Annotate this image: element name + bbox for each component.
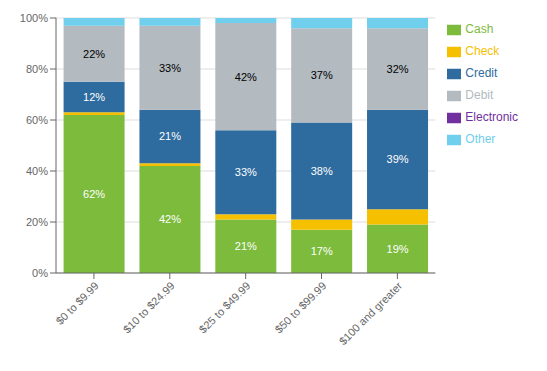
html-text:Credit: Credit [465, 66, 498, 80]
svg-text:20%: 20% [26, 216, 48, 228]
svg-text:62%: 62% [83, 188, 105, 200]
svg-text:22%: 22% [83, 48, 105, 60]
svg-text:80%: 80% [26, 63, 48, 75]
svg-text:39%: 39% [387, 153, 409, 165]
svg-text:37%: 37% [311, 69, 333, 81]
svg-text:$50 to $99.99: $50 to $99.99 [272, 279, 328, 335]
svg-text:17%: 17% [311, 245, 333, 257]
svg-text:12%: 12% [83, 91, 105, 103]
svg-text:40%: 40% [26, 165, 48, 177]
svg-text:$0 to $9.99: $0 to $9.99 [53, 279, 100, 326]
svg-text:$25 to $49.99: $25 to $49.99 [197, 279, 253, 335]
html-text:Debit: Debit [465, 88, 494, 102]
html-text:Electronic: Electronic [465, 110, 518, 124]
svg-text:33%: 33% [235, 166, 257, 178]
html-text:Check: Check [465, 44, 500, 58]
svg-text:60%: 60% [26, 114, 48, 126]
svg-text:42%: 42% [159, 213, 181, 225]
svg-text:$10 to $24.99: $10 to $24.99 [121, 279, 177, 335]
svg-text:21%: 21% [159, 130, 181, 142]
svg-text:19%: 19% [387, 243, 409, 255]
html-text:Cash: Cash [465, 22, 494, 36]
svg-text:$100 and greater: $100 and greater [337, 279, 405, 347]
svg-text:33%: 33% [159, 62, 181, 74]
svg-text:0%: 0% [32, 267, 48, 279]
html-text:Other: Other [465, 132, 496, 146]
svg-text:42%: 42% [235, 71, 257, 83]
svg-text:100%: 100% [20, 12, 48, 24]
svg-text:21%: 21% [235, 240, 257, 252]
svg-text:32%: 32% [387, 63, 409, 75]
svg-text:38%: 38% [311, 165, 333, 177]
